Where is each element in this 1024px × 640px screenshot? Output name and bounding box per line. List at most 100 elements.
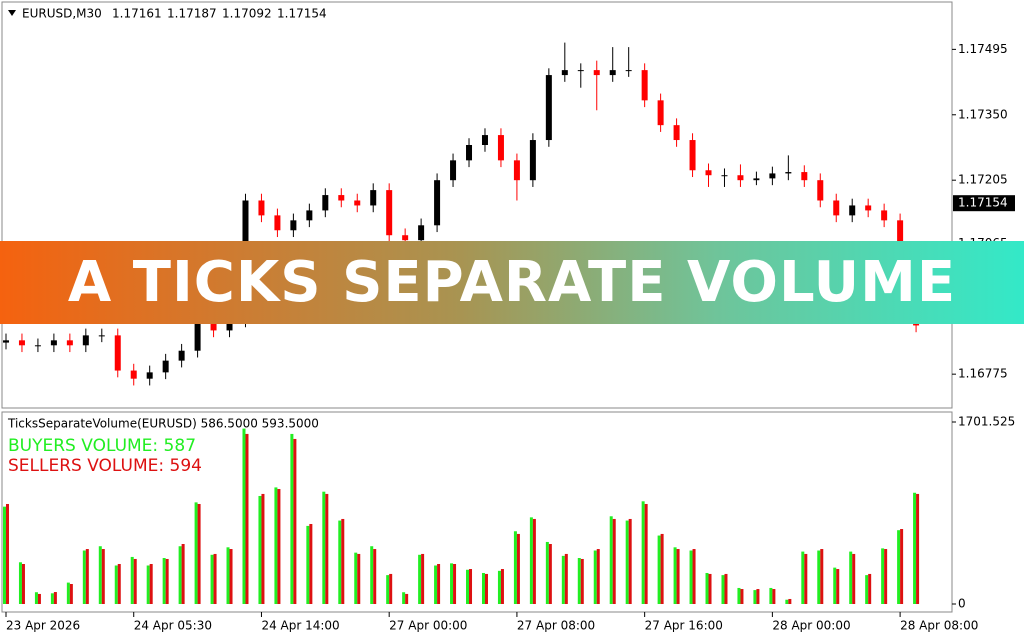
volume-bar (657, 535, 661, 604)
volume-bar (293, 438, 297, 604)
volume-bar (916, 493, 920, 604)
candle-body (593, 70, 600, 76)
volume-bar (609, 516, 613, 604)
candle-body (18, 340, 25, 346)
volume-bar (817, 550, 821, 604)
candle-body (274, 215, 281, 231)
volume-bar (753, 590, 757, 604)
candle-body (833, 200, 840, 216)
candle-body (178, 350, 185, 361)
candle-body (817, 180, 824, 201)
candle-body (673, 125, 680, 141)
volume-bar (274, 487, 278, 604)
candle-body (721, 175, 728, 177)
volume-bar (705, 572, 709, 604)
candle-body (785, 172, 792, 174)
volume-bar (513, 531, 517, 604)
header-price: 1.17154 (277, 7, 327, 21)
volume-bar (820, 549, 824, 604)
candle-body (849, 205, 856, 216)
volume-bar (900, 529, 904, 604)
candle-body (146, 372, 153, 379)
x-tick-label: 27 Apr 16:00 (645, 619, 723, 633)
x-tick-label: 27 Apr 08:00 (517, 619, 595, 633)
candle-body (801, 172, 808, 181)
volume-bar (453, 563, 457, 604)
volume-bar (756, 589, 760, 604)
annotation: SELLERS VOLUME: 594 (8, 456, 202, 476)
volume-bar (162, 558, 166, 604)
volume-bar (421, 553, 425, 604)
volume-bar (146, 565, 150, 604)
volume-bar (98, 546, 102, 604)
volume-bar (242, 428, 246, 604)
banner: A TICKS SEPARATE VOLUME (0, 241, 1024, 324)
volume-bar (354, 552, 358, 604)
candle-body (481, 135, 488, 146)
volume-bar (772, 589, 776, 604)
volume-bar (564, 553, 568, 604)
volume-bar (133, 558, 137, 604)
candle-body (466, 145, 473, 161)
candle-body (258, 200, 265, 216)
volume-bar (149, 563, 153, 604)
volume-bar (721, 575, 725, 604)
indicator-title: TicksSeparateVolume(EURUSD) 586.5000 593… (7, 417, 319, 431)
volume-bar (801, 551, 805, 604)
x-tick-label: 27 Apr 00:00 (389, 619, 467, 633)
candle-body (50, 340, 57, 346)
volume-bar (532, 518, 536, 604)
candle-body (226, 320, 233, 331)
current-price-label: 1.17154 (958, 196, 1008, 210)
volume-bar (724, 573, 728, 604)
volume-bar (53, 592, 57, 604)
volume-bar (545, 541, 549, 604)
volume-bar (708, 573, 712, 604)
volume-bar (868, 573, 872, 604)
header-price: 1.17187 (167, 7, 217, 21)
volume-bar (21, 563, 25, 604)
volume-bar (370, 546, 374, 604)
y-tick-label: 1.17495 (958, 42, 1008, 56)
volume-bar (5, 503, 9, 604)
volume-bar (338, 520, 342, 604)
header-price: 1.17161 (112, 7, 162, 21)
volume-bar (849, 551, 853, 604)
candle-body (545, 75, 552, 141)
candle-body (689, 140, 696, 171)
candle-body (402, 235, 409, 241)
volume-bar (548, 543, 552, 604)
candle-body (513, 160, 520, 181)
volume-bar (306, 525, 310, 604)
volume-bar (325, 493, 329, 604)
volume-bar (484, 573, 488, 604)
candle-body (577, 70, 584, 72)
candle-body (130, 370, 137, 379)
x-tick-label: 28 Apr 08:00 (900, 619, 978, 633)
volume-bar (804, 553, 808, 604)
volume-bar (881, 548, 885, 604)
volume-bar (450, 563, 454, 604)
volume-bar (66, 582, 70, 604)
volume-bar (644, 503, 648, 604)
volume-bar (836, 569, 840, 604)
volume-bar (181, 543, 185, 604)
y-tick-label: 1701.525 (958, 415, 1015, 429)
volume-bar (884, 549, 888, 604)
volume-bar (309, 523, 313, 604)
volume-bar (386, 575, 390, 604)
candle-body (897, 220, 904, 261)
volume-bar (673, 547, 677, 604)
volume-bar (689, 550, 693, 604)
volume-bar (580, 558, 584, 604)
candle-body (162, 360, 169, 373)
volume-bar (290, 433, 294, 604)
candle-body (865, 205, 872, 211)
candle-body (450, 160, 457, 181)
volume-bar (197, 503, 201, 604)
current-price-box (953, 195, 1015, 212)
candle-body (434, 180, 441, 226)
annotation: BUYERS VOLUME: 587 (8, 436, 196, 456)
volume-bar (852, 553, 856, 604)
